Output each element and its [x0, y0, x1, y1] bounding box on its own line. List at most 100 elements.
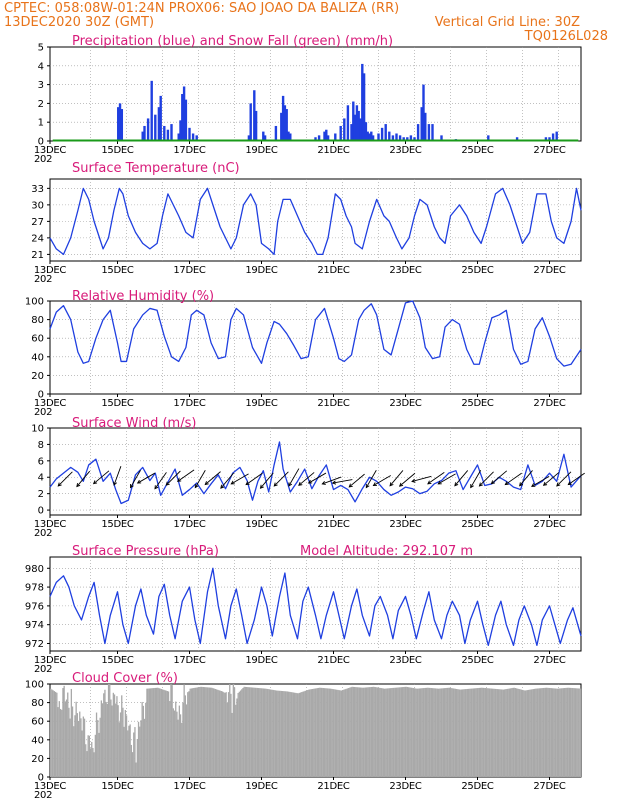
cloud-bar [244, 686, 246, 777]
cloud-bar [201, 686, 203, 777]
cloud-bar [172, 708, 174, 777]
cloud-bar [309, 689, 311, 777]
wind-arrow [92, 470, 110, 485]
cloud-bar [128, 725, 130, 777]
precip-bar [416, 124, 420, 141]
cloud-bar [550, 688, 552, 777]
x-tick-label: 23DEC [389, 519, 422, 530]
cloud-bar [301, 692, 303, 777]
y-tick-label: 5 [38, 43, 44, 54]
cloud-bar [467, 688, 470, 777]
year-label: 202 [34, 407, 52, 418]
header-location: CPTEC: 058:08W-01:24N PROX06: SAO JOAO D… [4, 1, 399, 16]
wind-arrow [504, 472, 522, 486]
cloud-bar [334, 689, 336, 777]
cloud-bar [368, 687, 370, 777]
cloud-bar [289, 691, 291, 777]
cloud-bar [496, 689, 498, 777]
precip-bar [359, 118, 362, 141]
precip-bar [159, 95, 162, 141]
y-tick-label: 30 [31, 200, 44, 211]
cloud-bar [503, 689, 506, 777]
cloud-bar [393, 687, 395, 777]
temperature-panel: 21 24 27 30 33 13DEC 15DEC 17DEC 19DEC 21DEC 23DEC… [31, 161, 582, 285]
cloud-bar [574, 688, 577, 777]
cloud-bar [107, 684, 110, 777]
cloud-bar [161, 689, 164, 777]
cloud-bar [122, 707, 124, 777]
cloud-bar [346, 688, 348, 777]
cloud-bar [525, 690, 527, 777]
cloud-bar [158, 688, 160, 777]
cloud-bar [513, 687, 515, 777]
cloud-bar [58, 701, 60, 777]
cloud-bar [87, 735, 89, 777]
y-tick-label: 8 [38, 440, 44, 451]
cloud-bar [196, 687, 198, 777]
cloud-bar [466, 688, 468, 777]
cloud-bar [225, 692, 227, 777]
cloud-bar [170, 684, 172, 777]
cloud-bar [397, 687, 399, 777]
cloud-bar [569, 687, 572, 777]
cloud-bar [544, 687, 546, 777]
cloud-bar [206, 687, 208, 777]
cloud-bar [514, 688, 516, 777]
wind-arrow [204, 471, 221, 486]
cloud-bar [284, 691, 286, 777]
cloud-bar [470, 688, 472, 777]
cloud-bar [343, 689, 345, 777]
cloud-bar [200, 686, 202, 777]
cloud-bar [85, 744, 87, 777]
cloud-bar [265, 688, 267, 777]
cloud-bar [314, 688, 316, 777]
cloud-bar [146, 688, 148, 777]
wind-arrow [57, 471, 73, 487]
cloud-bar [239, 690, 242, 777]
precip-bar [366, 131, 369, 141]
cloud-bar [519, 689, 521, 777]
precip-bar [323, 131, 326, 141]
x-tick-label: 17DEC [173, 655, 206, 666]
x-tick-label: 25DEC [461, 519, 494, 530]
precip-bar [391, 135, 395, 141]
wind-arrow [220, 472, 235, 489]
cloud-bar [511, 688, 513, 777]
cloud-bar [405, 686, 407, 777]
cloud-bar [509, 688, 512, 777]
cloud-bar [422, 688, 424, 777]
cloud-bar [341, 690, 344, 777]
cloud-bar [465, 689, 467, 777]
cloud-bar [143, 718, 146, 777]
cloud-bar [451, 688, 453, 777]
cloud-bar [345, 688, 347, 777]
cloud-bar [506, 688, 508, 777]
cloud-bar [153, 688, 155, 777]
cloud-bar [489, 688, 491, 777]
cloud-bar [279, 690, 281, 777]
cloud-bar [195, 687, 197, 777]
wind-arrow [273, 471, 289, 487]
cloud-bar [572, 688, 574, 777]
cloud-bar [501, 689, 503, 777]
x-tick-label: 15DEC [101, 265, 134, 276]
cloud-bar [125, 715, 128, 777]
cloud-bar [100, 700, 102, 777]
precip-bar [326, 135, 330, 141]
cloud-bar [136, 739, 138, 777]
cloud-bar [308, 689, 310, 777]
cloud-bar [478, 687, 480, 777]
cloud-bar [59, 708, 62, 777]
cloud-bar [565, 687, 567, 777]
cloud-bar [190, 688, 192, 777]
cloud-bar [541, 688, 543, 777]
cloud-bar [482, 687, 484, 777]
precip-bar [413, 137, 416, 141]
y-tick-label: 27 [31, 217, 44, 228]
cloud-bar [460, 689, 462, 777]
precip-bar [427, 124, 431, 141]
cloud-bar [223, 692, 225, 777]
cloud-bar [229, 684, 231, 777]
wind-arrow [288, 468, 300, 487]
cloud-bar [149, 688, 152, 777]
